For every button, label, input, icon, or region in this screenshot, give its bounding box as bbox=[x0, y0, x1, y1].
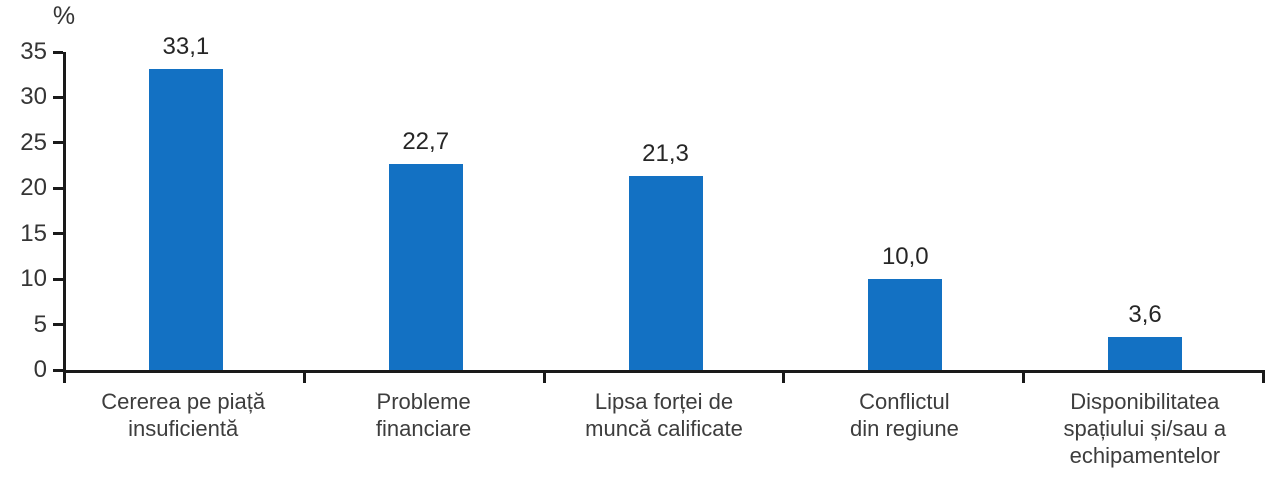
category-label-line: Disponibilitatea bbox=[1070, 389, 1220, 414]
bar-value-label: 33,1 bbox=[162, 33, 210, 61]
y-tick-label: 10 bbox=[20, 265, 47, 293]
category-axis-labels: Cererea pe piață insuficientă Probleme fina… bbox=[63, 388, 1265, 469]
category-label: Lipsa forței de muncă calificate bbox=[544, 388, 784, 469]
y-tick-mark bbox=[53, 186, 63, 190]
y-tick-label: 0 bbox=[33, 356, 47, 383]
y-tick-mark bbox=[53, 368, 63, 372]
category-label: Conflictul din regiune bbox=[784, 388, 1024, 469]
x-axis bbox=[63, 370, 1265, 373]
plot-area: 0 5 10 15 20 25 30 35 33,1 22,7 21,3 10,0 3,6 bbox=[20, 33, 1265, 383]
y-axis bbox=[63, 52, 66, 373]
category-label-line: echipamentelor bbox=[1069, 443, 1221, 468]
category-label-line: spațiului și/sau a bbox=[1063, 416, 1227, 441]
y-axis-unit-label: % bbox=[52, 2, 76, 30]
y-tick-mark bbox=[53, 277, 63, 281]
y-tick-mark bbox=[53, 323, 63, 327]
x-tick-mark bbox=[542, 373, 546, 383]
bar bbox=[628, 176, 703, 370]
x-tick-mark bbox=[1022, 373, 1026, 383]
x-tick-mark bbox=[63, 373, 66, 383]
category-label-line: financiare bbox=[375, 416, 472, 441]
category-label: Probleme financiare bbox=[303, 388, 543, 469]
x-tick-mark bbox=[302, 373, 306, 383]
bar bbox=[868, 279, 943, 370]
bar-value-label: 3,6 bbox=[1128, 301, 1162, 329]
bar bbox=[1108, 337, 1183, 370]
category-label: Disponibilitatea spațiului și/sau a echipa… bbox=[1025, 388, 1265, 469]
y-tick-mark bbox=[53, 232, 63, 236]
x-tick-mark bbox=[782, 373, 786, 383]
bar-value-label: 22,7 bbox=[402, 127, 450, 155]
y-tick-label: 5 bbox=[33, 310, 47, 338]
y-tick-label: 30 bbox=[20, 83, 47, 111]
y-tick-label: 15 bbox=[20, 219, 47, 247]
y-tick-label: 35 bbox=[20, 38, 47, 65]
y-tick-label: 20 bbox=[20, 174, 47, 202]
bar-value-label: 10,0 bbox=[881, 243, 929, 271]
category-label-line: insuficientă bbox=[128, 416, 239, 441]
category-label-line: Lipsa forței de bbox=[594, 389, 734, 414]
category-label-line: muncă calificate bbox=[585, 416, 743, 441]
category-label-line: Conflictul bbox=[859, 389, 950, 414]
category-label-line: Probleme bbox=[376, 389, 471, 414]
y-tick-label: 25 bbox=[20, 128, 47, 156]
bar-value-label: 21,3 bbox=[642, 140, 689, 168]
x-tick-mark bbox=[1262, 373, 1265, 383]
bar bbox=[148, 69, 223, 370]
y-tick-mark bbox=[53, 95, 63, 99]
y-tick-mark bbox=[53, 50, 63, 54]
y-tick-mark bbox=[53, 141, 63, 145]
category-label-line: din regiune bbox=[849, 416, 959, 441]
category-label-line: Cererea pe piață bbox=[101, 389, 266, 414]
bar bbox=[388, 163, 463, 370]
category-label: Cererea pe piață insuficientă bbox=[63, 388, 303, 469]
